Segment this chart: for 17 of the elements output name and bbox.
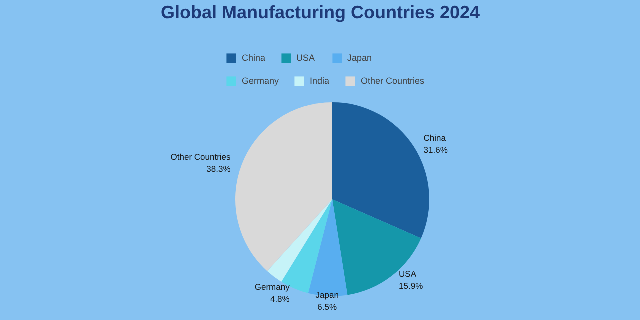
slice-label: USA (399, 268, 417, 279)
data-label: 15.9% (399, 280, 424, 291)
slice-label: Germany (254, 282, 291, 292)
legend-label: India (310, 76, 330, 86)
chart-title: Global Manufacturing Countries 2024 (160, 2, 480, 22)
legend-label: Germany (242, 76, 280, 86)
slice-label: Japan (316, 290, 340, 300)
data-label: 4.8% (270, 294, 290, 304)
legend-label: USA (296, 53, 316, 63)
slice-label: China (424, 132, 446, 143)
legend-label: China (242, 53, 266, 63)
slice-label: Other Countries (170, 152, 231, 162)
legend-label: Other Countries (361, 76, 425, 86)
data-label: 31.6% (424, 144, 448, 155)
data-label: 6.5% (318, 302, 338, 312)
legend-label: Japan (348, 53, 372, 63)
data-label: 38.3% (206, 164, 232, 174)
